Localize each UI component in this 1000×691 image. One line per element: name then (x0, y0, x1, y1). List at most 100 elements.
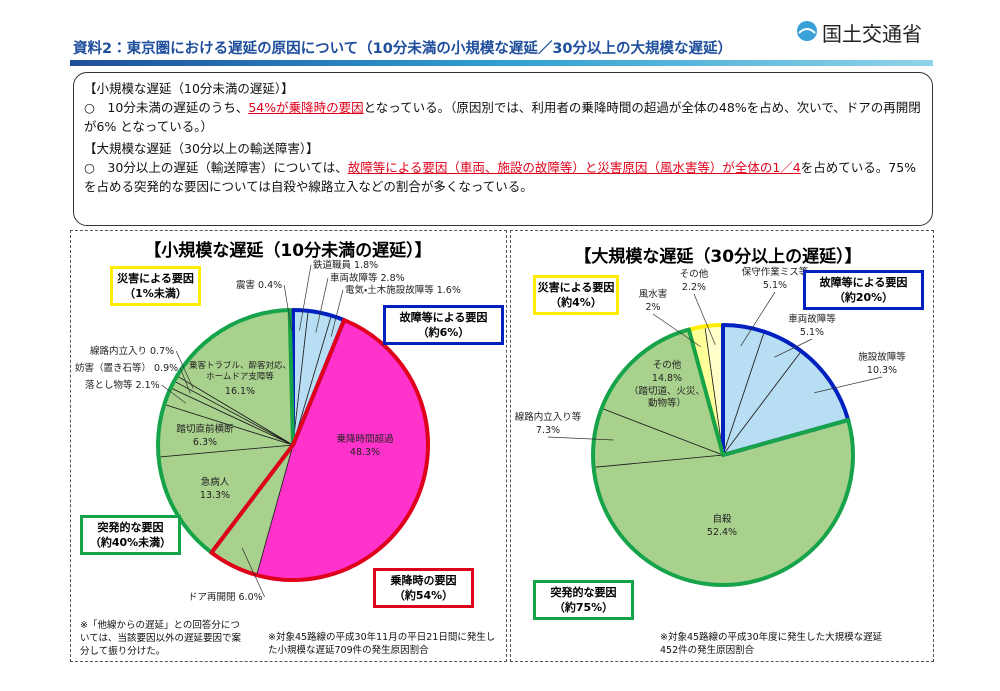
footnote: ※「他線からの遅延」との回答分については、当該要因以外の遅延要因で案分して振り分… (80, 620, 242, 657)
organization: 国土交通省 (822, 22, 922, 46)
group-share: （約54%） (393, 589, 454, 602)
leader-line (774, 338, 813, 358)
group-name: 乗降時の要因 (390, 574, 457, 587)
leader-line (652, 313, 701, 348)
group-share: （約75%） (553, 601, 614, 614)
slice-note: （踏切道、火災、動物等） (628, 386, 705, 409)
slice-value: 16.1% (225, 386, 255, 397)
group-share: （約6%） (417, 326, 470, 339)
page-title: 資料2：東京圏における遅延の原因について（10分未満の小規模な遅延／30分以上の… (73, 41, 733, 57)
slice-value: 0.9% (154, 363, 178, 374)
slice-label: 風水害 (639, 288, 668, 300)
slice-label: 踏切直前横断 (176, 423, 234, 435)
slice-label: 落とし物等 (85, 379, 133, 391)
slice-value: 2.8% (381, 273, 405, 284)
leader-line (814, 376, 883, 394)
summary-box: 【小規模な遅延（10分未満の遅延）】 ○ 10分未満の遅延のうち、54%が乗降時… (73, 72, 933, 226)
group-label: 突発的な要因 （約40%未満） (80, 515, 181, 555)
leader-line (179, 367, 191, 394)
leader-line (547, 436, 614, 441)
group-label: 災害による要因 （1%未満） (110, 266, 201, 306)
slice-value: 48.3% (350, 447, 380, 458)
leader-line (740, 291, 776, 347)
text: ○ 30分以上の遅延（輸送障害）については、 (84, 160, 348, 175)
slice-value: 10.3% (867, 365, 897, 376)
summary-text: ○ 10分未満の遅延のうち、54%が乗降時の要因となっている。（原因別では、利用… (84, 98, 922, 136)
slice-value: 1.6% (437, 285, 461, 296)
group-outline (721, 323, 851, 457)
group-name: 故障等による要因 (399, 311, 488, 324)
slice-value: 7.3% (536, 425, 560, 436)
slice-label: ドア再開閉 (188, 592, 236, 603)
footnote: ※対象45路線の平成30年度に発生した大規模な遅延452件の発生原因割合 (660, 632, 883, 656)
group-share: （約4%） (550, 296, 602, 309)
group-name: 災害による要因 (537, 281, 615, 294)
group-label: 災害による要因 （約4%） (533, 275, 619, 315)
slice-label: 施設故障等 (858, 351, 906, 363)
chart-panel (70, 230, 507, 662)
summary-heading: 【大規模な遅延（30分以上の輸送障害）】 (84, 141, 319, 156)
slice-value: 2% (645, 302, 660, 313)
group-outline (156, 308, 295, 555)
slice-value: 6.0% (239, 592, 263, 603)
group-outline (591, 327, 855, 587)
slice-note-box: （踏切道、火災、動物等） (628, 386, 705, 409)
slice-value: 0.4% (258, 280, 282, 291)
leader-line (299, 264, 312, 331)
summary-heading: 【小規模な遅延（10分未満の遅延）】 (84, 81, 294, 96)
group-outline (209, 318, 430, 582)
group-label: 故障等による要因 （約6%） (383, 305, 504, 345)
leader-line (161, 384, 187, 404)
title-rule (70, 60, 933, 66)
group-name: 突発的な要因 (550, 586, 617, 599)
group-label: 乗降時の要因 （約54%） (373, 568, 474, 608)
chart-panel (510, 230, 934, 662)
group-name: 災害による要因 (117, 272, 194, 285)
group-share: （約40%未満） (89, 536, 172, 549)
slice-value: 2.1% (136, 380, 160, 391)
slice-label: 震害 (236, 279, 255, 291)
logo (797, 21, 817, 41)
highlight: 54%が乗降時の要因 (248, 100, 364, 115)
slice-label: 乗降時間超過 (336, 433, 394, 445)
slice-value: 14.8% (652, 373, 682, 384)
slice-label: 妨害（置き石等） (75, 362, 151, 374)
text: を占めている。75%を占める突発的な要因については自殺や線路立入などの割合が多く… (84, 160, 917, 194)
slice-label: その他 (680, 268, 709, 280)
group-share: （約20%） (833, 291, 894, 304)
slice-value: 2.2% (682, 282, 706, 293)
group-label: 故障等による要因 （約20%） (803, 270, 924, 310)
leader-line (315, 277, 329, 333)
leader-line (175, 350, 194, 389)
text: ○ 10分未満の遅延のうち、 (84, 100, 249, 115)
leader-line (693, 293, 716, 345)
slice-label: 鉄道職員 (313, 259, 352, 271)
text: となっている。（原因別では、利用者の乗降時間の超過が全体の48%を占め、次いで、… (84, 100, 921, 134)
slice-value: 52.4% (707, 527, 737, 538)
chart-title: 【小規模な遅延（10分未満の遅延）】 (144, 241, 432, 261)
slice-value: 1.8% (354, 260, 378, 271)
slice-label: 線路内立入り等 (515, 411, 582, 423)
slice-label: その他 (653, 359, 682, 371)
group-name: 突発的な要因 (97, 521, 164, 534)
slice-value: 6.3% (193, 437, 217, 448)
group-name: 故障等による要因 (819, 276, 908, 289)
summary-text: ○ 30分以上の遅延（輸送障害）については、故障等による要因（車両、施設の故障等… (84, 158, 922, 196)
slice-label: 線路内立入り (90, 345, 147, 357)
slice-label: 車両故障等 (330, 272, 378, 284)
slice-label: 乗客トラブル、酔客対応、ホームドア支障等 (188, 361, 291, 382)
group-share: （1%未満） (124, 287, 187, 300)
footnote: ※対象45路線の平成30年11月の平日21日間に発生した小規模な遅延709件の発… (268, 632, 496, 656)
slice-label: 保守作業ミス等 (742, 266, 809, 278)
slice-value: 5.1% (800, 327, 824, 338)
leader-line (241, 547, 265, 598)
slice-label: 電気・土木施設故障等 (345, 284, 434, 296)
slice-value: 5.1% (763, 280, 787, 291)
group-label: 突発的な要因 （約75%） (533, 580, 634, 620)
slice-value: 0.7% (150, 346, 174, 357)
chart-title: 【大規模な遅延（30分以上の遅延）】 (574, 247, 862, 267)
slice-label: 自殺 (712, 513, 732, 525)
slice-label-box: 乗客トラブル、酔客対応、ホームドア支障等 (188, 361, 291, 382)
